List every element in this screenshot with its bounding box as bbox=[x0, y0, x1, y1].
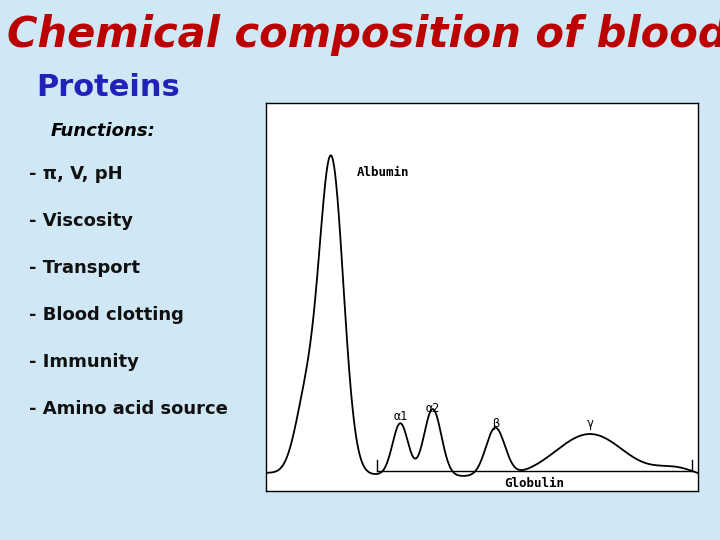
Text: Albumin: Albumin bbox=[357, 166, 410, 179]
Text: - Viscosity: - Viscosity bbox=[29, 212, 132, 230]
Text: Functions:: Functions: bbox=[50, 122, 156, 139]
Text: - Amino acid source: - Amino acid source bbox=[29, 400, 228, 417]
Text: Chemical composition of blood: Chemical composition of blood bbox=[7, 14, 720, 56]
Text: Proteins: Proteins bbox=[36, 73, 180, 102]
Text: α1: α1 bbox=[393, 410, 408, 423]
Text: Globulin: Globulin bbox=[504, 477, 564, 490]
Text: β: β bbox=[492, 417, 499, 430]
Text: γ: γ bbox=[587, 417, 594, 430]
Text: - Blood clotting: - Blood clotting bbox=[29, 306, 184, 323]
Text: - Transport: - Transport bbox=[29, 259, 140, 276]
Text: - Immunity: - Immunity bbox=[29, 353, 139, 370]
Text: - π, V, pH: - π, V, pH bbox=[29, 165, 122, 183]
Text: α2: α2 bbox=[426, 402, 440, 415]
